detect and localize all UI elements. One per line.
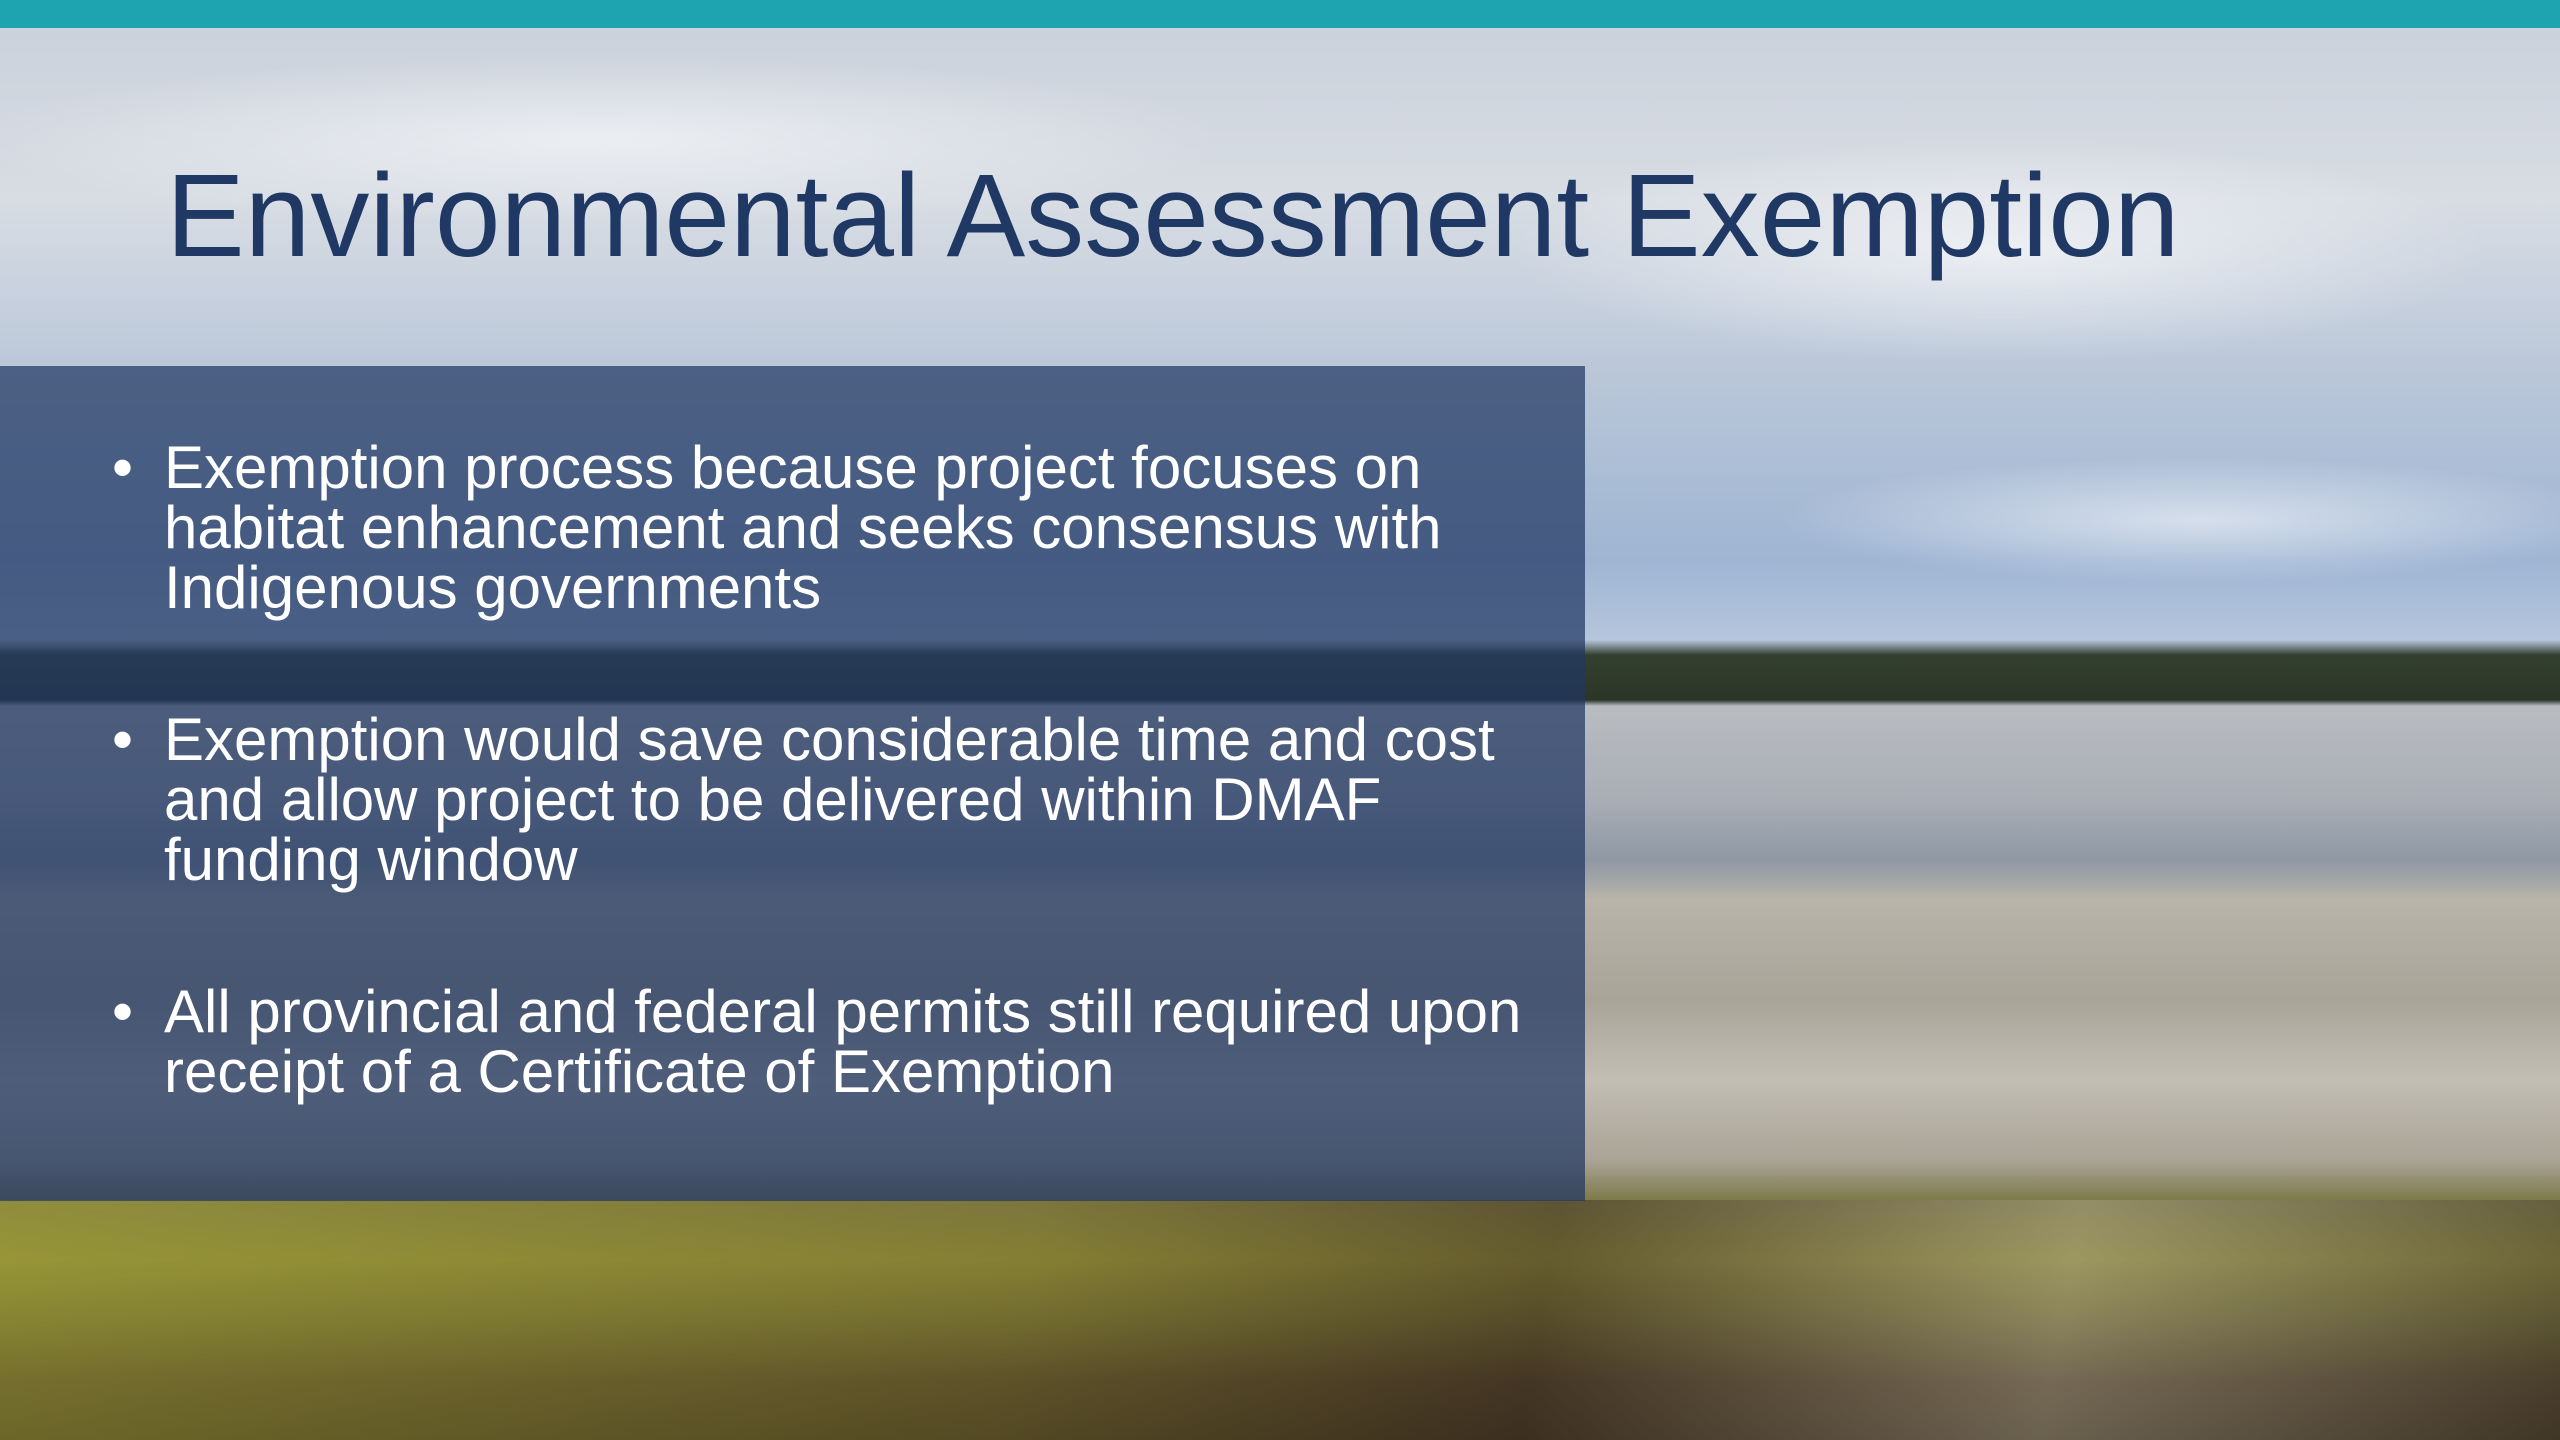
page: Environmental Assessment Exemption Exemp…: [0, 0, 2560, 1440]
content-panel: Exemption process because project focuse…: [0, 366, 1585, 1201]
shore-photo: [0, 1200, 2560, 1440]
bullet: All provincial and federal permits still…: [112, 982, 1552, 1102]
bullet: Exemption process because project focuse…: [112, 438, 1552, 618]
bullet: Exemption would save considerable time a…: [112, 710, 1552, 890]
bullet-list: Exemption process because project focuse…: [112, 438, 1552, 1194]
slide: Environmental Assessment Exemption Exemp…: [0, 0, 2560, 1440]
slide-title: Environmental Assessment Exemption: [166, 148, 2180, 284]
top-bar: [0, 0, 2560, 28]
